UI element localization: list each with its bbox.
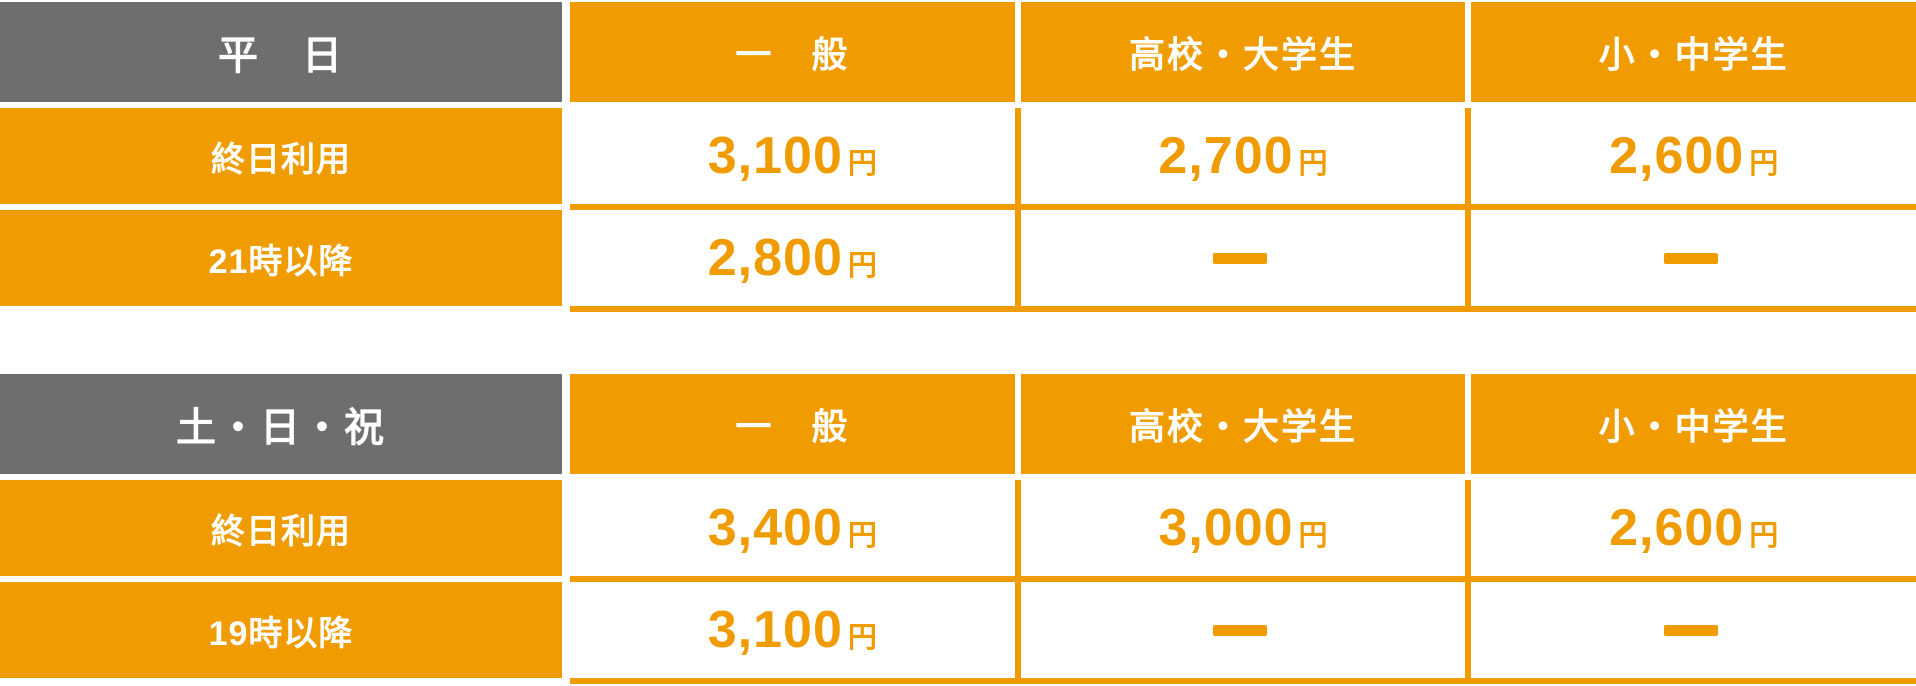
weekend-column-header-general: 一 般 xyxy=(570,374,1015,474)
yen-unit: 円 xyxy=(1298,148,1328,180)
weekend-row-label-column: 終日利用 19時以降 xyxy=(0,480,562,684)
price-value: 2,700 円 xyxy=(1158,126,1327,186)
weekend-category-cell: 土・日・祝 xyxy=(0,374,562,474)
weekday-column-header-general: 一 般 xyxy=(570,2,1015,102)
weekend-pricing-table: 土・日・祝 一 般 高校・大学生 小・中学生 終日利用 19時以降 xyxy=(0,374,1916,684)
no-price-dash: — xyxy=(1213,625,1272,636)
price-cell-weekend-after19-elementary: — xyxy=(1471,582,1916,678)
price-value: 2,600 円 xyxy=(1609,498,1778,558)
price-value: 3,000 円 xyxy=(1158,498,1327,558)
price-cell-weekend-allday-general: 3,400 円 xyxy=(570,480,1015,576)
price-amount: 3,000 xyxy=(1158,499,1294,557)
column-header-label: 一 般 xyxy=(735,406,850,447)
weekday-column-header-elementary-junior: 小・中学生 xyxy=(1471,2,1916,102)
column-header-label: 高校・大学生 xyxy=(1128,406,1357,447)
yen-unit: 円 xyxy=(847,148,877,180)
price-value: 3,400 円 xyxy=(708,498,877,558)
yen-unit: 円 xyxy=(847,622,877,654)
weekend-category-label: 土・日・祝 xyxy=(176,406,386,450)
price-amount: 2,800 xyxy=(707,229,843,287)
price-cell-weekday-allday-elementary: 2,600 円 xyxy=(1471,108,1916,204)
no-price-dash: — xyxy=(1664,625,1723,636)
dash-bar: — xyxy=(1213,253,1267,264)
weekday-row-label-column: 終日利用 21時以降 xyxy=(0,108,562,312)
weekday-category-label: 平 日 xyxy=(218,34,344,78)
price-cell-weekend-allday-highschool: 3,000 円 xyxy=(1020,480,1466,576)
weekend-column-header-elementary-junior: 小・中学生 xyxy=(1471,374,1916,474)
weekday-row-label-after21: 21時以降 xyxy=(0,210,562,306)
row-label: 終日利用 xyxy=(211,512,351,551)
weekend-column-header-highschool-university: 高校・大学生 xyxy=(1020,374,1466,474)
weekday-column-header-highschool-university: 高校・大学生 xyxy=(1020,2,1466,102)
yen-unit: 円 xyxy=(847,250,877,282)
price-amount: 3,400 xyxy=(707,499,843,557)
price-amount: 2,700 xyxy=(1158,127,1294,185)
price-cell-weekend-allday-elementary: 2,600 円 xyxy=(1471,480,1916,576)
weekday-price-grid: 3,100 円 2,700 円 2,600 円 2,800 円 xyxy=(570,108,1916,312)
weekend-row-label-after19: 19時以降 xyxy=(0,582,562,678)
price-value: 2,800 円 xyxy=(708,228,877,288)
column-header-label: 小・中学生 xyxy=(1598,34,1789,75)
weekday-pricing-table: 平 日 一 般 高校・大学生 小・中学生 終日利用 21時以降 3, xyxy=(0,2,1916,312)
row-label: 21時以降 xyxy=(208,242,354,281)
yen-unit: 円 xyxy=(847,520,877,552)
price-cell-weekday-after21-general: 2,800 円 xyxy=(570,210,1015,306)
price-cell-weekday-allday-general: 3,100 円 xyxy=(570,108,1015,204)
price-cell-weekday-after21-highschool: — xyxy=(1020,210,1466,306)
dash-bar: — xyxy=(1664,253,1718,264)
column-header-label: 高校・大学生 xyxy=(1128,34,1357,75)
row-label: 19時以降 xyxy=(208,614,354,653)
price-value: 3,100 円 xyxy=(708,600,877,660)
weekday-row-label-allday: 終日利用 xyxy=(0,108,562,204)
price-amount: 3,100 xyxy=(707,127,843,185)
dash-bar: — xyxy=(1664,625,1718,636)
no-price-dash: — xyxy=(1213,253,1272,264)
weekend-row-label-allday: 終日利用 xyxy=(0,480,562,576)
weekday-category-cell: 平 日 xyxy=(0,2,562,102)
price-cell-weekday-after21-elementary: — xyxy=(1471,210,1916,306)
weekday-column-header-row: 一 般 高校・大学生 小・中学生 xyxy=(570,2,1916,102)
price-cell-weekday-allday-highschool: 2,700 円 xyxy=(1020,108,1466,204)
price-value: 3,100 円 xyxy=(708,126,877,186)
weekend-column-header-row: 一 般 高校・大学生 小・中学生 xyxy=(570,374,1916,474)
price-amount: 3,100 xyxy=(707,601,843,659)
no-price-dash: — xyxy=(1664,253,1723,264)
dash-bar: — xyxy=(1213,625,1267,636)
yen-unit: 円 xyxy=(1749,148,1779,180)
price-amount: 2,600 xyxy=(1609,499,1745,557)
price-cell-weekend-after19-general: 3,100 円 xyxy=(570,582,1015,678)
column-header-label: 一 般 xyxy=(735,34,850,75)
yen-unit: 円 xyxy=(1749,520,1779,552)
row-label: 終日利用 xyxy=(211,140,351,179)
column-header-label: 小・中学生 xyxy=(1598,406,1789,447)
price-amount: 2,600 xyxy=(1609,127,1745,185)
price-value: 2,600 円 xyxy=(1609,126,1778,186)
price-cell-weekend-after19-highschool: — xyxy=(1020,582,1466,678)
yen-unit: 円 xyxy=(1298,520,1328,552)
weekend-price-grid: 3,400 円 3,000 円 2,600 円 3,100 円 xyxy=(570,480,1916,684)
